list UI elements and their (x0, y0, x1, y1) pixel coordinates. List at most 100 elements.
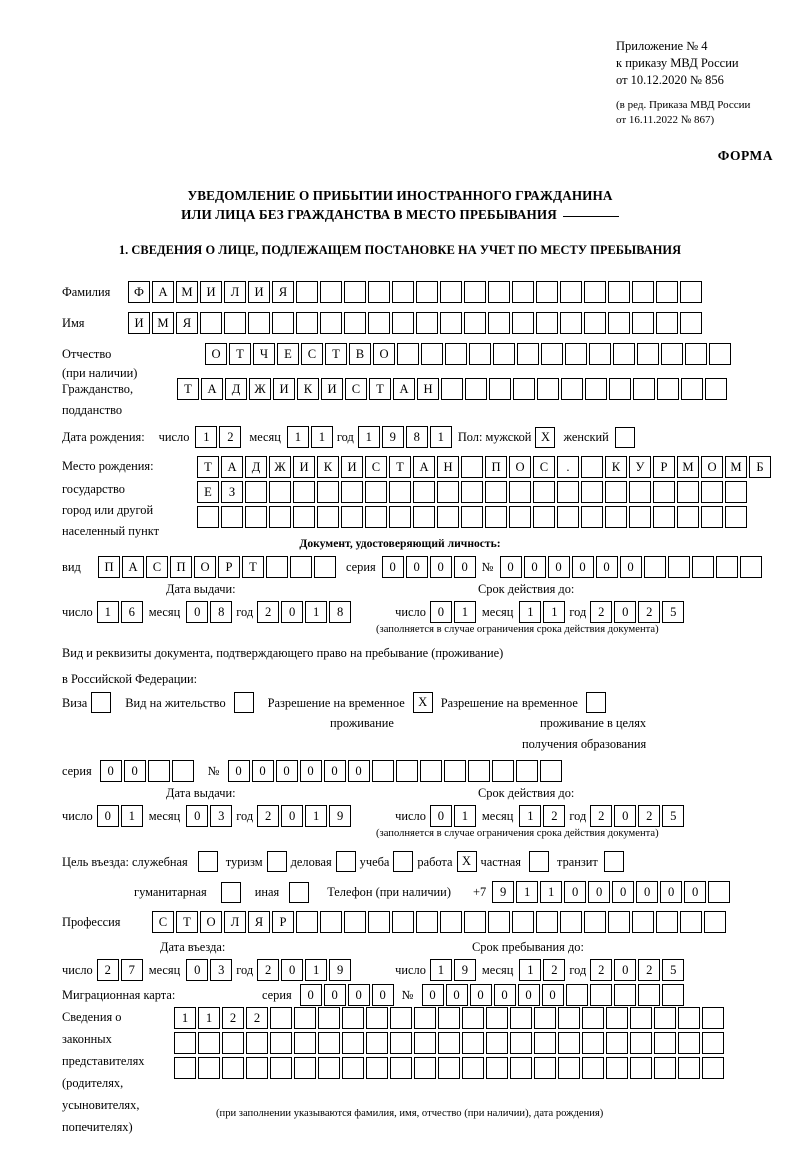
form-cell[interactable]: 0 (299, 760, 322, 782)
form-cell[interactable] (419, 760, 442, 782)
form-cell[interactable]: 7 (120, 959, 143, 981)
form-cell[interactable] (438, 1007, 460, 1029)
form-cell[interactable] (630, 1007, 652, 1029)
form-cell[interactable] (606, 1057, 628, 1079)
form-cell[interactable]: 2 (257, 601, 280, 623)
form-cell[interactable] (270, 1032, 292, 1054)
form-cell[interactable] (613, 343, 635, 365)
form-cell[interactable] (654, 1032, 676, 1054)
form-cell[interactable] (392, 911, 414, 933)
form-cell[interactable] (704, 911, 726, 933)
form-cell[interactable]: К (605, 456, 627, 478)
form-cell[interactable] (581, 456, 603, 478)
form-cell[interactable] (589, 984, 612, 1006)
form-cell[interactable] (174, 1057, 196, 1079)
form-cell[interactable]: 1 (540, 881, 563, 903)
form-cell[interactable] (630, 1032, 652, 1054)
form-cell[interactable]: 0 (405, 556, 428, 578)
form-cell[interactable]: А (393, 378, 415, 400)
form-cell[interactable] (608, 911, 630, 933)
form-cell[interactable]: О (373, 343, 395, 365)
form-cell[interactable] (392, 281, 414, 303)
form-cell[interactable] (147, 760, 170, 782)
form-cell[interactable] (678, 1007, 700, 1029)
form-cell[interactable] (269, 506, 291, 528)
form-cell[interactable]: 8 (405, 426, 428, 448)
form-cell[interactable] (368, 312, 390, 334)
form-cell[interactable] (438, 1032, 460, 1054)
form-cell[interactable]: Б (749, 456, 771, 478)
form-cell[interactable]: Л (224, 911, 246, 933)
form-cell[interactable]: З (221, 481, 243, 503)
form-cell[interactable] (536, 911, 558, 933)
form-cell[interactable] (368, 281, 390, 303)
birthplace-row-3-cells[interactable] (197, 506, 747, 528)
form-cell[interactable]: 5 (662, 959, 685, 981)
form-cell[interactable] (174, 1032, 196, 1054)
form-cell[interactable]: Ж (249, 378, 271, 400)
form-cell[interactable] (493, 343, 515, 365)
form-cell[interactable]: Т (325, 343, 347, 365)
form-cell[interactable]: 0 (281, 601, 304, 623)
form-cell[interactable]: 2 (257, 959, 280, 981)
form-cell[interactable]: 0 (371, 984, 394, 1006)
form-cell[interactable]: Р (272, 911, 294, 933)
form-cell[interactable] (633, 378, 655, 400)
form-cell[interactable]: С (152, 911, 174, 933)
form-cell[interactable] (629, 506, 651, 528)
form-cell[interactable] (680, 281, 702, 303)
form-cell[interactable] (414, 1007, 436, 1029)
form-cell[interactable] (581, 506, 603, 528)
form-cell[interactable] (677, 506, 699, 528)
form-cell[interactable]: 2 (219, 426, 242, 448)
form-cell[interactable] (341, 506, 363, 528)
permit-edu-checkbox[interactable] (585, 692, 606, 713)
form-cell[interactable] (462, 1057, 484, 1079)
form-cell[interactable] (488, 911, 510, 933)
form-cell[interactable] (296, 911, 318, 933)
form-cell[interactable]: 9 (492, 881, 515, 903)
form-cell[interactable] (565, 984, 588, 1006)
form-cell[interactable] (536, 281, 558, 303)
form-cell[interactable] (342, 1032, 364, 1054)
form-cell[interactable] (702, 1007, 724, 1029)
form-cell[interactable] (395, 760, 418, 782)
form-cell[interactable] (510, 1057, 532, 1079)
form-cell[interactable] (200, 312, 222, 334)
form-cell[interactable] (224, 312, 246, 334)
form-cell[interactable] (632, 312, 654, 334)
form-cell[interactable] (390, 1057, 412, 1079)
form-cell[interactable] (296, 312, 318, 334)
form-cell[interactable]: М (176, 281, 198, 303)
form-cell[interactable] (581, 481, 603, 503)
form-cell[interactable] (589, 343, 611, 365)
form-cell[interactable]: И (321, 378, 343, 400)
form-cell[interactable]: Е (277, 343, 299, 365)
form-cell[interactable] (558, 1007, 580, 1029)
form-cell[interactable]: Т (229, 343, 251, 365)
form-cell[interactable] (558, 1057, 580, 1079)
form-cell[interactable]: Р (218, 556, 240, 578)
form-cell[interactable] (318, 1057, 340, 1079)
sex-female-checkbox[interactable] (614, 426, 635, 448)
form-cell[interactable]: 1 (453, 601, 476, 623)
form-cell[interactable] (533, 481, 555, 503)
form-cell[interactable]: 0 (96, 805, 119, 827)
form-cell[interactable] (465, 378, 487, 400)
form-cell[interactable]: 0 (323, 760, 346, 782)
form-cell[interactable]: 0 (453, 556, 476, 578)
form-cell[interactable] (248, 312, 270, 334)
form-cell[interactable]: 0 (347, 760, 370, 782)
